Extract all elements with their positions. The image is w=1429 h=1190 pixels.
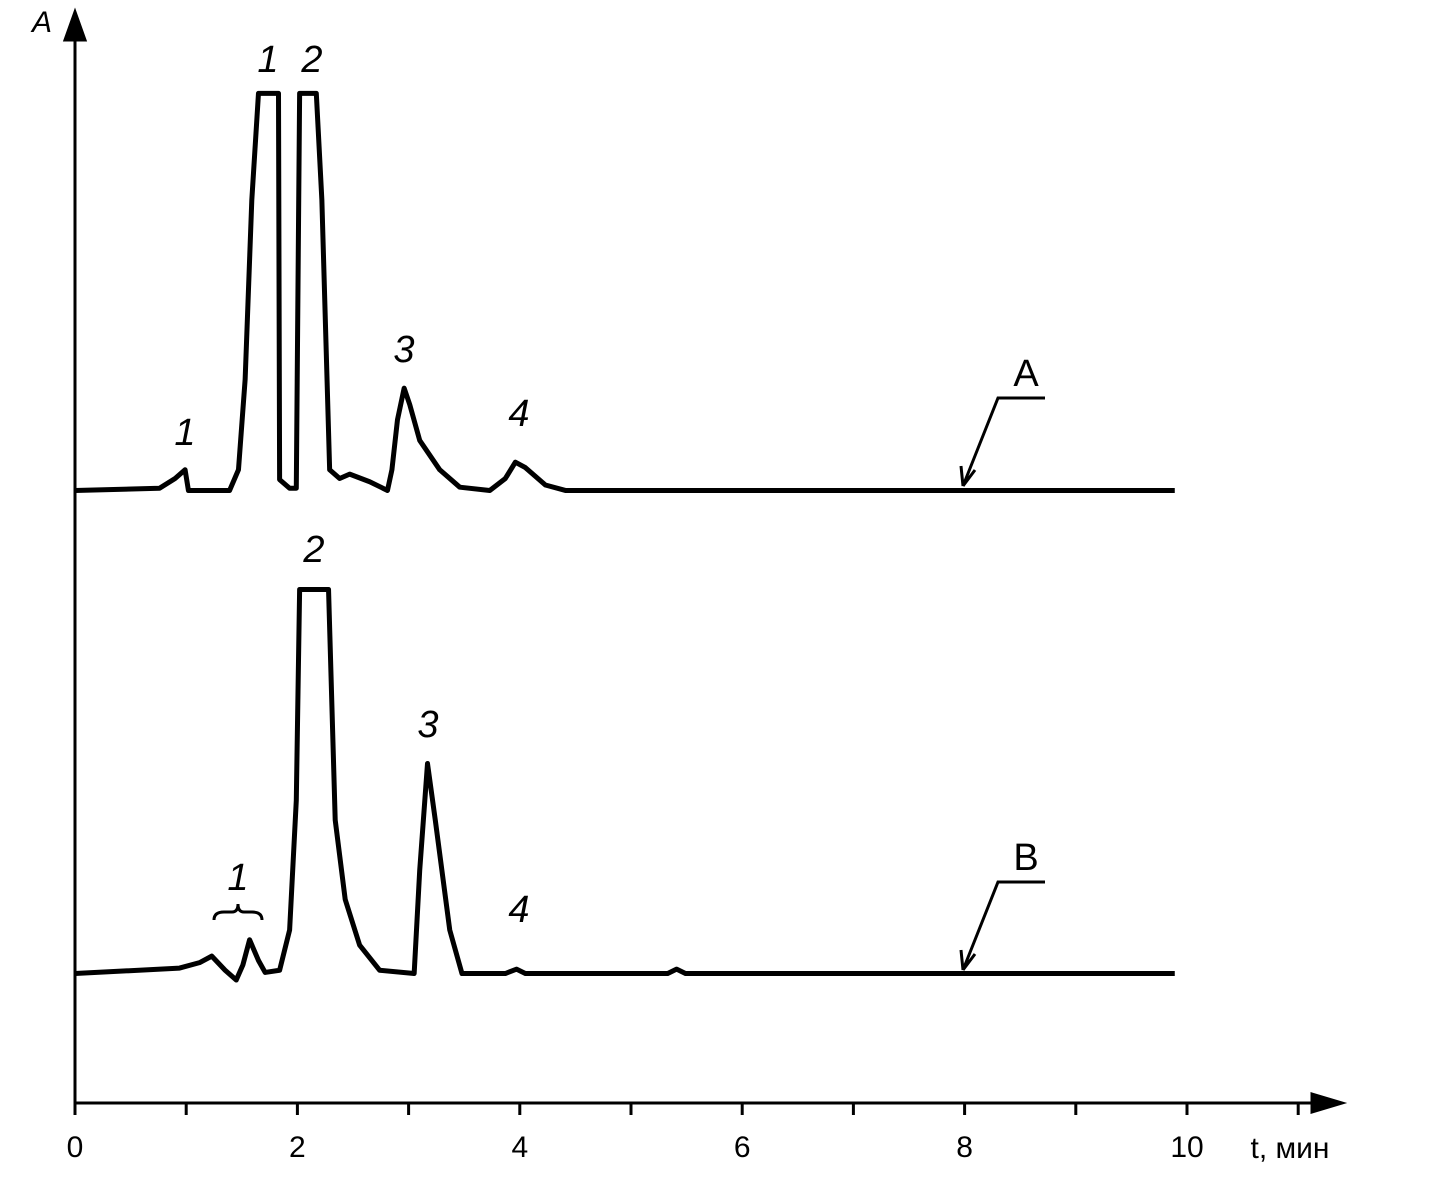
brace [212, 903, 264, 921]
peak-label: 3 [393, 329, 414, 371]
x-tick-label: 8 [956, 1131, 973, 1164]
peak-label: 1 [257, 39, 278, 81]
trace-label: B [1013, 837, 1038, 879]
peak-label: 2 [300, 39, 322, 81]
peak-label: 3 [417, 704, 438, 746]
y-axis [62, 7, 88, 1103]
peak-label: 2 [302, 529, 324, 571]
trace [74, 586, 1175, 983]
leader-a [959, 396, 1045, 487]
leader-b [959, 880, 1045, 971]
peak-label: 4 [508, 889, 529, 931]
x-tick-label: 0 [67, 1131, 84, 1164]
x-tick-label: 4 [511, 1131, 528, 1164]
x-axis-label: t, мин [1251, 1132, 1330, 1165]
peak-label: 1 [227, 857, 248, 899]
trace-label: A [1013, 353, 1039, 395]
peak-label: 1 [174, 412, 195, 454]
peak-label: 4 [508, 393, 529, 435]
x-axis [75, 1091, 1348, 1115]
x-tick-label: 10 [1170, 1131, 1203, 1164]
y-axis-label: A [30, 6, 52, 39]
trace [74, 90, 1175, 493]
x-tick-label: 6 [734, 1131, 751, 1164]
x-tick-label: 2 [289, 1131, 306, 1164]
